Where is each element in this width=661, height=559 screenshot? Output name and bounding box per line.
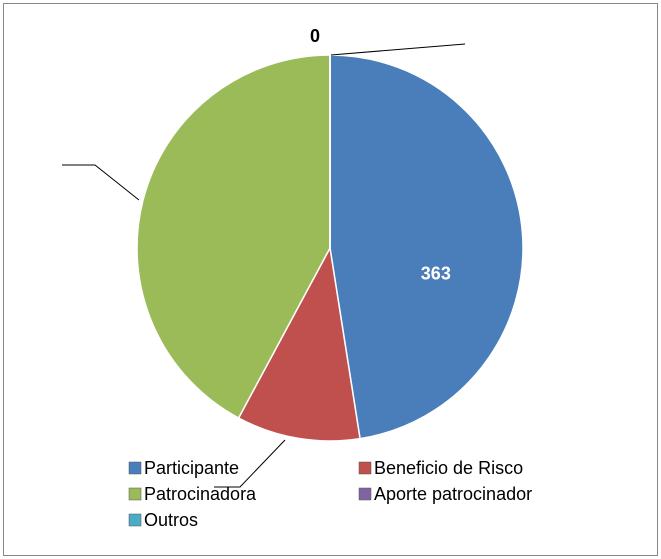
legend-label: Outros	[144, 510, 198, 530]
legend-label: Aporte patrocinador	[374, 484, 532, 504]
leader-line	[330, 43, 466, 56]
leader-line	[62, 164, 140, 201]
pie-slice	[136, 54, 331, 419]
legend-swatch	[358, 487, 372, 501]
legend-swatch	[128, 487, 142, 501]
legend-label: Participante	[144, 458, 239, 478]
legend: Participante Beneficio de Risco Patrocinad…	[128, 458, 532, 530]
legend-label: Patrocinadora	[144, 484, 257, 504]
data-label: 0	[310, 26, 320, 46]
pie-slice	[237, 245, 361, 442]
pie-slice	[329, 54, 524, 440]
legend-label: Beneficio de Risco	[374, 458, 523, 478]
legend-swatch	[128, 513, 142, 527]
legend-swatch	[128, 461, 142, 475]
legend-swatch	[358, 461, 372, 475]
leader-line	[214, 439, 286, 488]
pie	[136, 54, 524, 442]
data-label: 363	[421, 263, 451, 283]
